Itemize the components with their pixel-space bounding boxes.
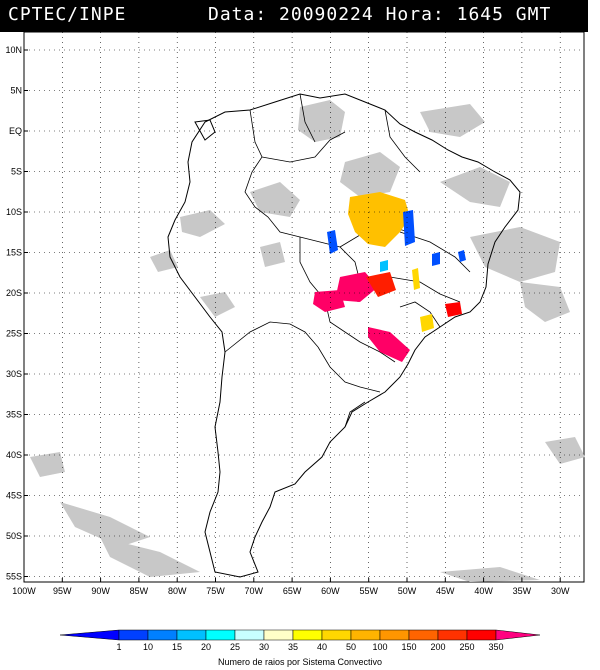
lon-label: 30W <box>551 586 570 596</box>
time-value: 1645 GMT <box>456 4 552 25</box>
cluster-orange <box>348 192 410 247</box>
lat-label: 35S <box>6 410 22 420</box>
time-caption: Hora: <box>385 4 445 25</box>
color-legend-cell <box>495 629 541 641</box>
color-legend-cell <box>408 629 439 641</box>
date-caption: Data: <box>208 4 268 25</box>
color-legend-cell <box>350 629 381 641</box>
lon-label: 90W <box>91 586 110 596</box>
color-legend-label: 200 <box>430 642 445 652</box>
cluster-yellow-sp2 <box>420 314 434 332</box>
lightning-clusters <box>313 192 466 362</box>
lon-label: 35W <box>513 586 532 596</box>
lat-lon-grid <box>24 32 584 582</box>
color-legend-cell <box>147 629 178 641</box>
color-legend-cell <box>321 629 352 641</box>
color-legend-label: 1 <box>116 642 121 652</box>
color-legend-label: 50 <box>346 642 356 652</box>
color-legend-label: 100 <box>372 642 387 652</box>
color-legend-cell <box>234 629 265 641</box>
lat-label: 10S <box>6 207 22 217</box>
cluster-blue-east <box>403 210 415 246</box>
color-legend-caption: Numero de raios por Sistema Convectivo <box>218 657 382 667</box>
date-time-label: Data: 20090224 Hora: 1645 GMT <box>208 4 551 25</box>
color-legend-label: 35 <box>288 642 298 652</box>
lon-label: 40W <box>474 586 493 596</box>
color-legend-cell <box>205 629 236 641</box>
color-legend-labels: 1 10 15 20 25 30 35 40 50 100 150 200 250 350 <box>116 642 503 652</box>
date-value: 20090224 <box>279 4 374 25</box>
color-legend-cell <box>437 629 468 641</box>
cluster-red-rj <box>445 302 462 317</box>
lat-label: 10N <box>5 45 22 55</box>
longitude-labels: 100W 95W 90W 85W 80W 75W 70W 65W 60W 55W 50W 45W 40W… <box>12 578 570 596</box>
lat-label: 5S <box>11 167 22 177</box>
lat-label: 50S <box>6 531 22 541</box>
color-legend-cell <box>59 629 120 641</box>
color-legend-label: 150 <box>401 642 416 652</box>
lat-label: 30S <box>6 369 22 379</box>
source-label: CPTEC/INPE <box>8 4 127 25</box>
lon-label: 60W <box>321 586 340 596</box>
color-legend-cell <box>176 629 207 641</box>
lon-label: 65W <box>283 586 302 596</box>
cluster-blue-mg <box>432 252 440 266</box>
cluster-cyan-sp <box>380 260 388 272</box>
cluster-blue-mg2 <box>458 250 466 262</box>
color-legend-label: 25 <box>230 642 240 652</box>
cluster-yellow-sp <box>412 268 420 290</box>
map-header: CPTEC/INPE Data: 20090224 Hora: 1645 GMT <box>0 0 588 32</box>
lat-label: 15S <box>6 248 22 258</box>
color-legend-label: 40 <box>317 642 327 652</box>
lon-label: 80W <box>168 586 187 596</box>
cluster-red-sp <box>366 272 396 297</box>
color-legend-cell <box>292 629 323 641</box>
color-legend-cell <box>118 629 149 641</box>
lat-label: 20S <box>6 288 22 298</box>
color-legend-cells <box>59 629 541 641</box>
color-legend-cell <box>263 629 294 641</box>
latitude-labels: 10N 5N EQ 5S 10S 15S 20S 25S 30S 35S 40S 45S 50S 55S <box>5 45 28 582</box>
lightning-map: 10N5NEQ5S10S15S20S25S30S35S40S45S50S55S … <box>5 32 585 596</box>
cluster-blue-west <box>327 230 338 254</box>
lon-label: 75W <box>206 586 225 596</box>
color-legend-label: 15 <box>172 642 182 652</box>
lon-label: 70W <box>245 586 264 596</box>
cluster-magenta-ms <box>335 272 378 302</box>
color-legend-cell <box>379 629 410 641</box>
color-legend: 1 10 15 20 25 30 35 40 50 100 150 200 250 350 Numero … <box>59 629 541 667</box>
lon-label: 95W <box>53 586 72 596</box>
lat-label: EQ <box>9 126 22 136</box>
lon-label: 50W <box>398 586 417 596</box>
lat-label: 40S <box>6 450 22 460</box>
lon-label: 100W <box>12 586 36 596</box>
color-legend-label: 30 <box>259 642 269 652</box>
lat-label: 5N <box>10 86 22 96</box>
cluster-magenta-ms-west <box>313 290 345 312</box>
lon-label: 85W <box>130 586 149 596</box>
lat-label: 25S <box>6 329 22 339</box>
lon-label: 55W <box>359 586 378 596</box>
lon-label: 45W <box>436 586 455 596</box>
country-borders <box>224 93 471 428</box>
lat-label: 55S <box>6 572 22 582</box>
color-legend-label: 250 <box>459 642 474 652</box>
color-legend-label: 20 <box>201 642 211 652</box>
color-legend-cell <box>466 629 497 641</box>
color-legend-label: 10 <box>143 642 153 652</box>
lat-label: 45S <box>6 491 22 501</box>
cluster-magenta-pr <box>368 327 410 362</box>
color-legend-label: 350 <box>488 642 503 652</box>
